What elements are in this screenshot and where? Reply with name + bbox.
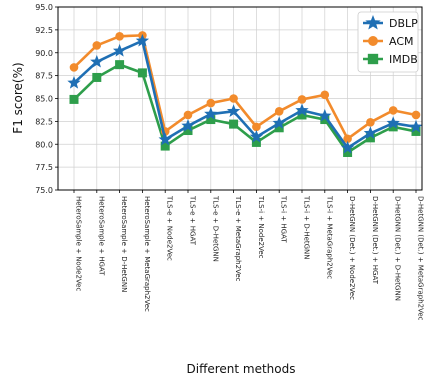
x-tick-label: TLS-i + D-HetGNN bbox=[303, 195, 311, 260]
data-point-acm bbox=[366, 117, 375, 127]
y-tick-label: 92.5 bbox=[35, 26, 53, 35]
legend-label-acm: ACM bbox=[389, 35, 414, 48]
plot-frame bbox=[57, 6, 423, 191]
legend-label-imdb: IMDB bbox=[389, 53, 418, 66]
data-point-acm bbox=[183, 110, 193, 120]
data-point-dblp bbox=[158, 132, 172, 146]
data-point-imdb bbox=[137, 68, 147, 78]
x-tick-label: HeteroSample + MetaGraph2Vec bbox=[143, 196, 151, 312]
series-line-imdb bbox=[73, 63, 417, 154]
legend-marker-acm bbox=[368, 36, 378, 46]
data-point-dblp bbox=[409, 119, 423, 133]
data-point-imdb bbox=[183, 126, 193, 136]
y-tick-label: 82.5 bbox=[35, 117, 53, 126]
data-point-dblp bbox=[272, 116, 286, 129]
legend-label-dblp: DBLP bbox=[389, 17, 418, 30]
data-point-imdb bbox=[388, 122, 398, 132]
y-tick-label: 75.0 bbox=[35, 186, 53, 195]
data-point-dblp bbox=[340, 140, 355, 154]
y-tick-label: 87.5 bbox=[35, 72, 53, 81]
x-tick-label: TLS-i + HGAT bbox=[280, 195, 288, 243]
x-tick-label: TLS-e + HGAT bbox=[189, 195, 197, 246]
data-point-acm bbox=[69, 63, 79, 72]
data-point-dblp bbox=[249, 129, 264, 143]
data-point-dblp bbox=[181, 118, 195, 132]
legend: DBLP ACM IMDB bbox=[357, 11, 419, 73]
series-line-acm bbox=[73, 34, 417, 141]
data-point-acm bbox=[320, 90, 330, 100]
data-point-imdb bbox=[206, 115, 216, 125]
data-point-imdb bbox=[229, 119, 239, 129]
x-tick-label: HeteroSample + HGAT bbox=[97, 196, 105, 276]
data-point-imdb bbox=[115, 60, 125, 70]
data-point-dblp bbox=[295, 103, 309, 117]
data-point-dblp bbox=[363, 126, 378, 139]
y-tick-label: 85.0 bbox=[35, 95, 53, 104]
x-tick-label: HeteroSample + Node2Vec bbox=[75, 196, 83, 291]
data-point-dblp bbox=[112, 43, 127, 57]
x-axis-title: Different methods bbox=[187, 362, 296, 376]
legend-marker-dblp bbox=[365, 14, 381, 30]
y-tick-label: 95.0 bbox=[35, 3, 53, 12]
data-point-acm bbox=[92, 41, 102, 50]
data-point-dblp bbox=[67, 75, 81, 89]
data-point-acm bbox=[274, 107, 284, 116]
data-point-acm bbox=[229, 94, 238, 103]
data-point-acm bbox=[411, 110, 421, 120]
data-point-imdb bbox=[365, 133, 375, 143]
data-point-imdb bbox=[343, 147, 353, 157]
series-group bbox=[67, 31, 423, 157]
data-point-imdb bbox=[69, 94, 79, 104]
data-point-imdb bbox=[411, 126, 421, 136]
x-tick-label: HeteroSample + D-HetGNN bbox=[120, 196, 128, 292]
x-axis-ticks: HeteroSample + Node2Vec HeteroSample + HG… bbox=[73, 190, 425, 321]
x-tick-label: D-HetGNN (Det.) + HGAT bbox=[371, 196, 379, 285]
y-tick-label: 80.0 bbox=[35, 140, 53, 149]
x-tick-label: D-HetGNN (Det.) + D-HetGNN bbox=[394, 196, 402, 301]
data-point-dblp bbox=[226, 104, 241, 117]
data-point-dblp bbox=[135, 33, 150, 47]
data-point-dblp bbox=[90, 54, 104, 68]
y-tick-label: 90.0 bbox=[35, 49, 53, 58]
data-point-imdb bbox=[160, 141, 170, 151]
legend-marker-imdb bbox=[367, 53, 379, 65]
data-point-acm bbox=[252, 122, 261, 132]
x-tick-label: D-HetGNN (Det.) + Node2Vec bbox=[348, 196, 356, 300]
x-tick-label: TLS-i + MetaGraph2Vec bbox=[325, 195, 333, 279]
data-point-acm bbox=[343, 134, 352, 144]
x-tick-label: TLS-e + MetaGraph2Vec bbox=[234, 195, 242, 282]
series-line-dblp bbox=[73, 39, 417, 150]
data-point-imdb bbox=[320, 115, 330, 125]
data-point-acm bbox=[115, 31, 124, 41]
data-point-dblp bbox=[204, 107, 218, 120]
data-point-dblp bbox=[318, 108, 332, 122]
data-point-acm bbox=[388, 106, 398, 115]
data-point-imdb bbox=[92, 72, 102, 82]
data-point-imdb bbox=[274, 123, 284, 133]
x-tick-label: TLS-i + Node2Vec bbox=[257, 195, 265, 259]
data-point-imdb bbox=[297, 110, 307, 120]
data-point-acm bbox=[297, 95, 307, 104]
x-tick-label: TLS-e + Node2Vec bbox=[166, 195, 174, 261]
x-tick-label: TLS-e + D-HetGNN bbox=[211, 195, 219, 262]
data-point-dblp bbox=[386, 116, 400, 129]
x-tick-label: D-HetGNN (Det.) + MetaGraph2Vec bbox=[417, 196, 425, 321]
data-point-acm bbox=[206, 98, 216, 108]
data-point-imdb bbox=[251, 137, 261, 147]
y-axis-title: F1 score(%) bbox=[11, 62, 25, 133]
y-axis-ticks: 75.0 77.5 80.0 82.5 85.0 87.5 90.0 92.5 95.0 bbox=[35, 3, 58, 195]
y-tick-label: 77.5 bbox=[35, 163, 53, 172]
